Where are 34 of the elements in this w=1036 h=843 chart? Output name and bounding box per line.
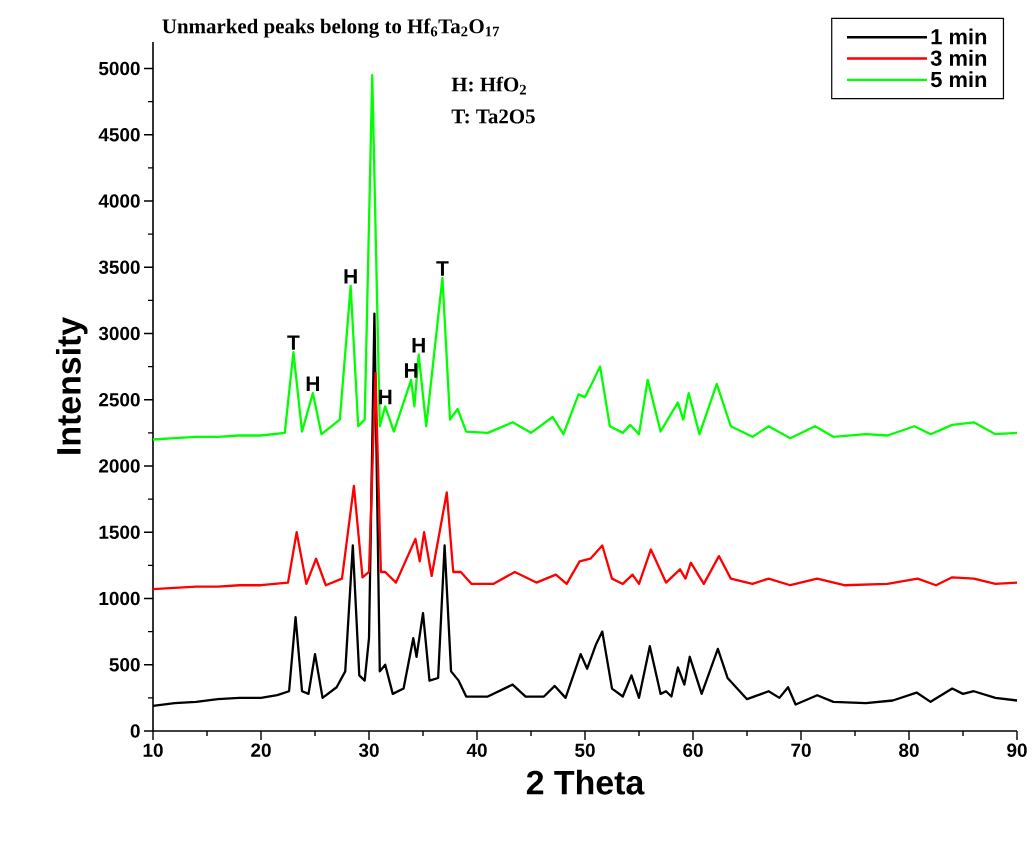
x-tick-label: 40 (466, 743, 487, 757)
x-tick-label: 70 (791, 743, 811, 757)
x-tick-label: 30 (358, 743, 379, 757)
legend-label: 1 min (931, 28, 987, 45)
y-tick-label: 1500 (99, 525, 140, 539)
y-tick-label: 3500 (98, 260, 140, 274)
y-tick-label: 1000 (99, 591, 140, 606)
y-tick-label: 4000 (98, 194, 140, 208)
y-tick-label: 0 (130, 724, 140, 738)
annotation: H (412, 338, 425, 353)
x-tick-label: 80 (899, 743, 919, 757)
y-tick-label: 3000 (98, 326, 140, 341)
y-tick-label: 2500 (99, 393, 140, 407)
y-axis-title: Intensity (55, 317, 88, 454)
x-tick-label: 20 (251, 743, 271, 757)
x-tick-label: 50 (575, 743, 595, 757)
annotation: H: HfO$_{2}$ (451, 76, 526, 95)
x-tick-label: 60 (683, 743, 703, 757)
y-tick-label: 2000 (99, 459, 140, 473)
annotation: H (306, 376, 319, 391)
x-axis-title: 2 Theta (526, 769, 645, 795)
legend-label: 5 min (930, 71, 987, 88)
x-tick-label: 90 (1007, 743, 1027, 757)
y-tick-label: 4500 (98, 128, 140, 142)
legend-label: 3 min (930, 49, 987, 66)
annotation: T: Ta2O5 (451, 109, 535, 124)
line-series (151, 73, 1019, 441)
annotation: T (287, 335, 300, 350)
text: Unmarked peaks belong to Hf$_{6}$Ta$_{2}$O$_{17}$ (162, 18, 500, 38)
annotation: H (344, 269, 357, 284)
x-tick-label: 10 (143, 743, 163, 757)
y-tick-label: 500 (109, 658, 140, 672)
y-tick-label: 5000 (98, 61, 140, 76)
annotation: T (436, 261, 449, 276)
